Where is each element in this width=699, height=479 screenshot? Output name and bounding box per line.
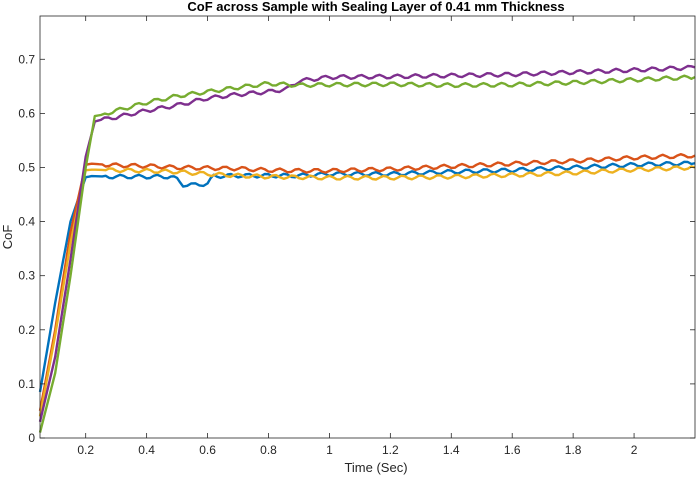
x-tick-label: 1.8 xyxy=(565,443,582,457)
chart-title: CoF across Sample with Sealing Layer of … xyxy=(187,0,564,14)
x-tick-label: 1.2 xyxy=(382,443,399,457)
plot-area: 0.2 0.4 0.6 0.8 1 1.2 1.4 1.6 1.8 2 0 0.1 0.2 0.3 0.4 0… xyxy=(18,15,696,457)
x-tick-label: 0.8 xyxy=(260,443,277,457)
x-tick-label: 2 xyxy=(631,443,638,457)
x-tick-label: 0.6 xyxy=(199,443,216,457)
y-tick-label: 0.3 xyxy=(18,269,35,283)
x-tick-label: 1.4 xyxy=(443,443,460,457)
y-tick-label: 0.6 xyxy=(18,106,35,120)
y-tick-label: 0 xyxy=(28,431,35,445)
y-tick-label: 0.7 xyxy=(18,52,35,66)
y-tick-label: 0.4 xyxy=(18,215,35,229)
series-line-3 xyxy=(38,165,696,417)
x-tick-label: 1 xyxy=(326,443,333,457)
y-tick-label: 0.2 xyxy=(18,323,35,337)
series-line-2 xyxy=(38,152,696,412)
series-line-4 xyxy=(38,64,696,423)
y-tick-label: 0.5 xyxy=(18,160,35,174)
x-axis-title: Time (Sec) xyxy=(344,460,407,475)
y-axis-title: CoF xyxy=(0,225,15,250)
y-tick-label: 0.1 xyxy=(18,377,35,391)
x-tick-label: 0.2 xyxy=(77,443,94,457)
axes-box xyxy=(39,15,696,439)
series-line-1 xyxy=(38,160,696,393)
x-tick-label: 1.6 xyxy=(504,443,521,457)
series-line-5 xyxy=(38,74,696,433)
x-tick-label: 0.4 xyxy=(138,443,155,457)
